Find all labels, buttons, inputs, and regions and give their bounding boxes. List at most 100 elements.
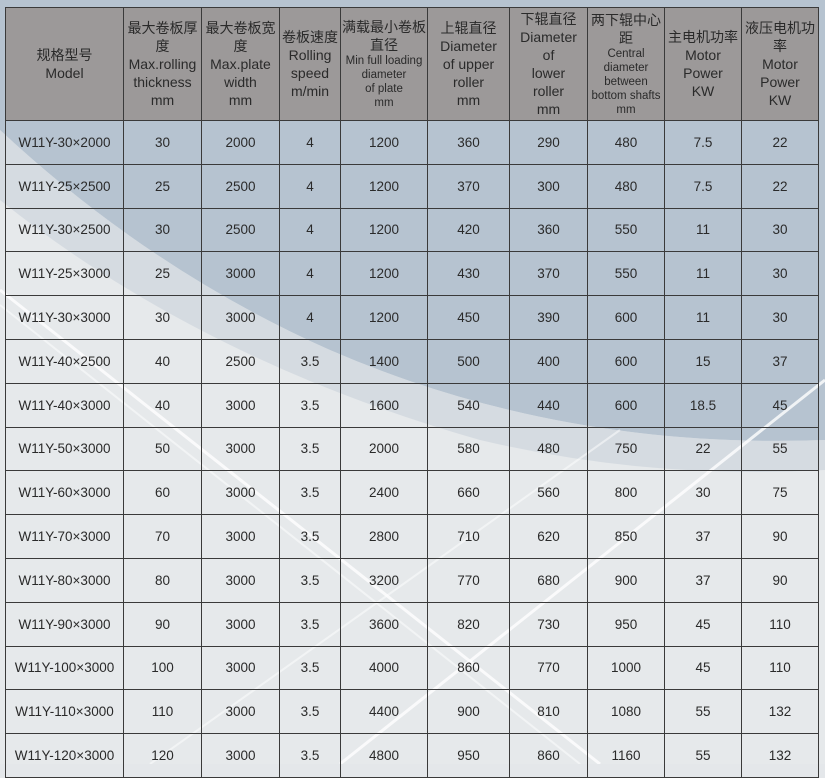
header-zh: 最大卷板厚度: [127, 20, 198, 54]
value-cell: 680: [509, 557, 588, 603]
value-cell: 3.5: [279, 470, 341, 516]
table-row: W11Y-70×3000 70 3000 3.5 2800 710 620 850 37 90: [5, 514, 819, 559]
value-cell: 360: [509, 207, 588, 253]
table-row: W11Y-30×3000 30 3000 4 1200 450 390 600 11 30: [5, 295, 819, 340]
value-cell: 90: [123, 601, 202, 647]
model-cell: W11Y-90×3000: [5, 601, 124, 647]
value-cell: 80: [123, 557, 202, 603]
value-cell: 480: [587, 120, 665, 165]
value-cell: 4: [279, 207, 341, 253]
header-zh: 液压电机功率: [745, 20, 815, 54]
value-cell: 30: [664, 470, 742, 516]
value-cell: 620: [509, 514, 588, 559]
value-cell: 3000: [201, 514, 280, 559]
table-row: W11Y-30×2500 30 2500 4 1200 420 360 550 11 30: [5, 207, 819, 253]
value-cell: 300: [509, 163, 588, 209]
header-en: Motor: [685, 47, 721, 63]
model-cell: W11Y-30×3000: [5, 295, 124, 340]
value-cell: 22: [741, 120, 819, 165]
header-en: mm: [374, 97, 394, 109]
header-en: thickness: [133, 74, 192, 90]
column-header: 上辊直径 Diameter of upper roller mm: [427, 7, 510, 121]
value-cell: 30: [741, 251, 819, 297]
value-cell: 900: [427, 689, 510, 735]
table-row: W11Y-60×3000 60 3000 3.5 2400 660 560 800 30 75: [5, 470, 819, 516]
value-cell: 90: [741, 514, 819, 559]
value-cell: 30: [123, 207, 202, 253]
table-row: W11Y-90×3000 90 3000 3.5 3600 820 730 950 45 110: [5, 601, 819, 647]
header-zh: 两下辊中心距: [591, 12, 661, 46]
value-cell: 60: [123, 470, 202, 516]
header-en: roller: [452, 74, 485, 90]
value-cell: 70: [123, 514, 202, 559]
value-cell: 55: [664, 689, 742, 735]
value-cell: 55: [664, 733, 742, 778]
value-cell: 600: [587, 382, 665, 428]
value-cell: 132: [741, 733, 819, 778]
value-cell: 450: [427, 295, 510, 340]
value-cell: 860: [509, 733, 588, 778]
value-cell: 3000: [201, 295, 280, 340]
value-cell: 3000: [201, 382, 280, 428]
value-cell: 2800: [340, 514, 428, 559]
value-cell: 4: [279, 163, 341, 209]
value-cell: 660: [427, 470, 510, 516]
value-cell: 37: [664, 557, 742, 603]
value-cell: 480: [587, 163, 665, 209]
header-en: lower: [531, 65, 566, 81]
value-cell: 800: [587, 470, 665, 516]
value-cell: 90: [741, 557, 819, 603]
value-cell: 1200: [340, 207, 428, 253]
value-cell: 860: [427, 645, 510, 691]
value-cell: 600: [587, 295, 665, 340]
value-cell: 3000: [201, 645, 280, 691]
header-en: diameter: [361, 69, 407, 81]
value-cell: 750: [587, 426, 665, 472]
header-en: roller: [532, 83, 565, 99]
header-en: mm: [456, 92, 481, 108]
model-cell: W11Y-70×3000: [5, 514, 124, 559]
value-cell: 2500: [201, 163, 280, 209]
value-cell: 110: [123, 689, 202, 735]
model-cell: W11Y-120×3000: [5, 733, 124, 778]
value-cell: 730: [509, 601, 588, 647]
value-cell: 3000: [201, 426, 280, 472]
value-cell: 3000: [201, 601, 280, 647]
table-row: W11Y-25×3000 25 3000 4 1200 430 370 550 11 30: [5, 251, 819, 297]
value-cell: 3200: [340, 557, 428, 603]
value-cell: 25: [123, 163, 202, 209]
header-zh: 规格型号: [36, 47, 93, 63]
value-cell: 290: [509, 120, 588, 165]
value-cell: 550: [587, 207, 665, 253]
value-cell: 3.5: [279, 338, 341, 384]
column-header: 规格型号 Model: [5, 7, 124, 121]
value-cell: 7.5: [664, 163, 742, 209]
header-en: Diameter: [520, 29, 577, 45]
value-cell: 11: [664, 207, 742, 253]
value-cell: 132: [741, 689, 819, 735]
table-row: W11Y-40×3000 40 3000 3.5 1600 540 440 600 18.5 45: [5, 382, 819, 428]
header-row: 规格型号 Model 最大卷板厚度 Max.rolling thickness mm 最大卷…: [5, 7, 819, 121]
column-header: 液压电机功率 Motor Power KW: [741, 7, 819, 121]
header-en: of upper: [442, 56, 495, 72]
column-header: 下辊直径 Diameter of lower roller mm: [509, 7, 588, 121]
header-en: Central: [607, 48, 645, 60]
value-cell: 3.5: [279, 426, 341, 472]
value-cell: 820: [427, 601, 510, 647]
value-cell: 75: [741, 470, 819, 516]
column-header: 满载最小卷板直径 Min full loading diameter of plate…: [340, 7, 428, 121]
value-cell: 1600: [340, 382, 428, 428]
header-en: mm: [150, 92, 175, 108]
header-en: Power: [760, 74, 800, 90]
value-cell: 560: [509, 470, 588, 516]
header-zh: 满载最小卷板直径: [342, 19, 426, 53]
value-cell: 110: [741, 645, 819, 691]
table-row: W11Y-50×3000 50 3000 3.5 2000 580 480 750 22 55: [5, 426, 819, 472]
value-cell: 30: [123, 295, 202, 340]
value-cell: 2400: [340, 470, 428, 516]
value-cell: 45: [664, 645, 742, 691]
value-cell: 3600: [340, 601, 428, 647]
value-cell: 25: [123, 251, 202, 297]
value-cell: 3.5: [279, 601, 341, 647]
value-cell: 770: [509, 645, 588, 691]
